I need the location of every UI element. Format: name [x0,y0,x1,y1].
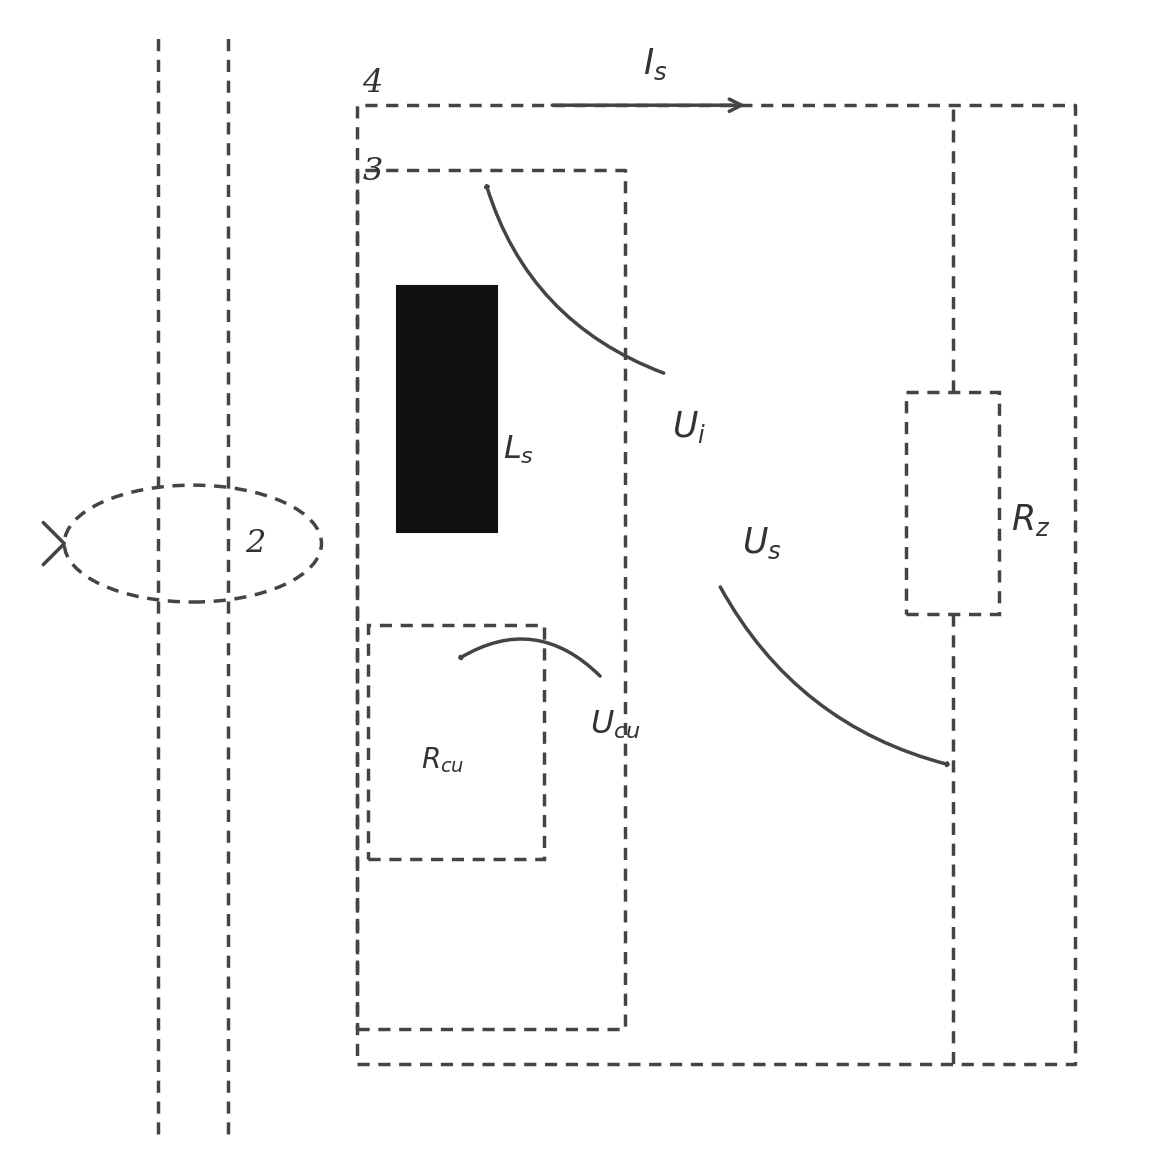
Text: 2: 2 [244,528,265,559]
Bar [397,286,497,532]
Bar [906,392,999,614]
Bar [368,625,544,859]
Text: $U_i$: $U_i$ [672,409,706,444]
FancyArrowPatch shape [461,639,600,676]
Text: $L_s$: $L_s$ [503,434,534,466]
Text: 3: 3 [362,155,382,187]
Text: $U_{cu}$: $U_{cu}$ [590,708,642,741]
FancyArrowPatch shape [485,186,664,373]
Text: $U_s$: $U_s$ [742,526,782,561]
Text: 4: 4 [362,68,382,99]
Text: $R_{cu}$: $R_{cu}$ [421,745,464,775]
Text: $R_z$: $R_z$ [1011,503,1051,538]
Text: $I_s$: $I_s$ [643,47,667,82]
FancyArrowPatch shape [720,587,948,766]
